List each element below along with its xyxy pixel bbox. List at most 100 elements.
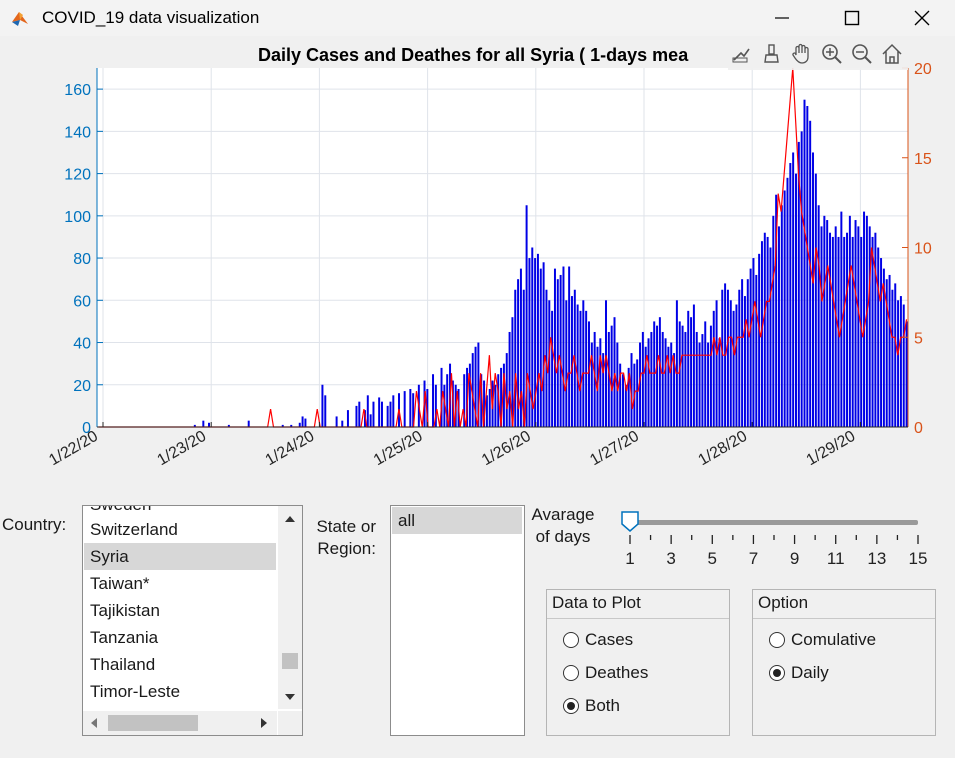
home-button[interactable] [878,40,906,68]
list-item[interactable]: Thailand [90,655,156,674]
bar [786,177,789,427]
bar [829,232,832,427]
window-titlebar: COVID_19 data visualization [0,0,955,36]
list-item[interactable]: Switzerland [90,520,178,539]
zoom-out-icon [852,44,872,64]
right-axis-tick-label: 20 [914,61,932,78]
list-item[interactable]: Taiwan* [90,574,150,593]
bar [834,226,837,427]
bar [432,374,435,427]
radio-circle-checked [769,665,785,681]
bar [511,317,514,427]
radio-circle-checked [563,698,579,714]
data-to-plot-panel: Data to Plot Cases Deathes Both [546,589,730,736]
radio-label: Daily [791,663,829,682]
bar [488,388,491,427]
bar [678,321,681,427]
radio-circle [563,665,579,681]
radio-cases[interactable]: Cases [563,630,633,650]
scroll-down-icon [285,694,295,700]
right-axis-tick-label: 15 [914,151,932,168]
brush-button[interactable] [758,40,786,68]
right-axis-tick-label: 0 [914,420,923,437]
bar [208,422,210,427]
list-item-selected[interactable]: all [392,507,522,534]
bar [792,152,795,427]
bar [667,346,670,427]
bar [766,236,769,427]
bar [434,384,437,427]
slider-tick-label: 9 [790,549,799,568]
bar [576,304,579,427]
radio-comulative[interactable]: Comulative [769,630,876,650]
country-hscrollbar[interactable] [83,711,277,735]
bar [389,401,392,427]
slider-thumb[interactable] [621,511,639,532]
list-item-selected[interactable]: Syria [84,543,276,570]
slider-tick-label: 11 [827,549,845,568]
left-axis-tick-label: 140 [64,124,91,141]
bar [553,268,556,427]
radio-deathes[interactable]: Deathes [563,663,648,683]
scroll-up-icon [285,516,295,522]
bar [777,226,780,427]
bar [622,374,624,427]
list-item[interactable]: Tanzania [90,628,159,647]
bar [721,289,724,427]
bar [607,331,610,427]
list-item[interactable]: Timor-Leste [90,682,181,701]
bar [831,236,834,427]
bar [735,304,738,427]
bar [605,300,607,427]
close-button[interactable] [890,0,954,36]
bar [690,317,693,427]
radio-daily[interactable]: Daily [769,663,829,683]
bar [715,300,718,427]
bar [772,215,775,427]
bar [500,367,503,427]
left-axis-tick-label: 40 [73,336,91,353]
left-axis-tick-label: 100 [64,209,91,226]
bar [619,363,622,427]
bar [647,338,650,427]
slider-tick-label: 1 [625,549,634,568]
bar [820,226,823,427]
state-listbox[interactable]: all [390,505,525,736]
bar [392,395,395,427]
radio-both[interactable]: Both [563,696,620,716]
scroll-right-icon [261,718,267,728]
bar [795,173,797,427]
bar [531,247,534,427]
country-listbox[interactable]: Sweden Switzerland Syria Taiwan* Tajikis… [82,505,303,736]
bar [885,279,888,427]
radio-label: Cases [585,630,634,649]
maximize-button[interactable] [820,0,884,36]
slider-tick-label: 15 [909,549,928,568]
list-item[interactable]: Sweden [84,506,276,518]
pan-button[interactable] [788,40,816,68]
export-button[interactable] [728,40,756,68]
state-label-2: Region: [317,539,376,558]
bar [636,359,639,427]
bar [386,405,389,427]
bar [817,205,820,427]
bar [865,215,868,427]
avg-days-slider[interactable]: 1 3 5 7 9 11 13 15 [612,508,932,572]
bar [780,205,783,427]
bar [324,395,327,427]
minimize-button[interactable] [750,0,814,36]
zoom-in-button[interactable] [818,40,846,68]
list-item[interactable]: Tajikistan [90,601,160,620]
hscroll-thumb [108,715,198,731]
x-axis-tick-label: 1/24/20 [263,428,318,469]
bar [897,300,900,427]
radio-circle [563,632,579,648]
country-vscrollbar[interactable] [278,506,302,709]
bar [743,296,746,427]
bar [502,363,505,427]
bar [726,289,729,427]
bar [440,367,443,427]
x-axis-tick-label: 1/22/20 [46,428,101,469]
zoom-out-button[interactable] [848,40,876,68]
x-axis-tick-label: 1/29/20 [804,428,859,469]
